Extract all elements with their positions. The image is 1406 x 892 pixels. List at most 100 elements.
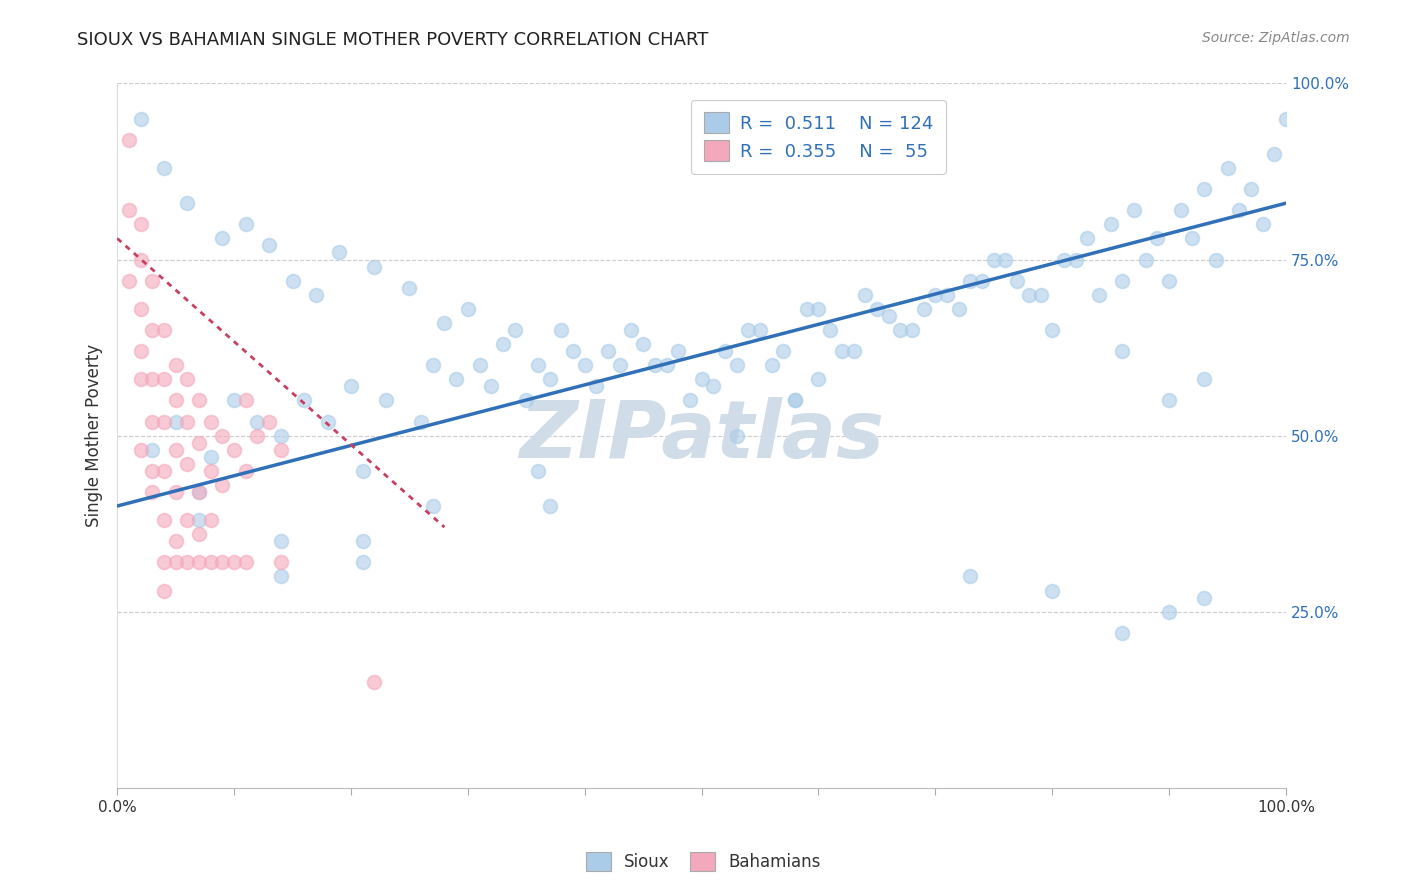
Point [912,301,935,316]
Point [141,372,163,386]
Point [141,415,163,429]
Point [153,513,176,527]
Point [1192,372,1215,386]
Point [1064,252,1087,267]
Point [118,133,141,147]
Point [141,464,163,478]
Point [503,323,526,337]
Point [141,485,163,500]
Point [235,393,257,408]
Point [1275,112,1298,126]
Point [129,344,152,359]
Point [222,555,245,569]
Point [527,464,550,478]
Point [783,393,806,408]
Point [783,393,806,408]
Point [153,464,176,478]
Point [702,379,724,393]
Point [749,323,772,337]
Point [936,287,959,301]
Point [1181,231,1204,245]
Point [281,274,304,288]
Point [679,393,702,408]
Point [666,344,689,359]
Point [409,415,432,429]
Point [129,301,152,316]
Point [129,252,152,267]
Point [176,555,198,569]
Point [292,393,315,408]
Point [211,555,233,569]
Point [807,372,830,386]
Point [970,274,993,288]
Point [375,393,398,408]
Point [1088,287,1111,301]
Point [270,442,292,457]
Point [1263,147,1285,161]
Point [363,260,385,274]
Point [1018,287,1040,301]
Point [235,464,257,478]
Point [188,485,211,500]
Point [444,372,467,386]
Point [352,464,374,478]
Text: ZIPatlas: ZIPatlas [519,397,884,475]
Legend: Sioux, Bahamians: Sioux, Bahamians [578,843,828,880]
Point [165,534,187,549]
Point [468,358,491,372]
Point [842,344,865,359]
Point [270,534,292,549]
Point [983,252,1005,267]
Point [129,112,152,126]
Point [877,309,900,323]
Point [153,161,176,175]
Point [948,301,970,316]
Point [176,196,198,211]
Point [305,287,328,301]
Point [866,301,889,316]
Point [714,344,737,359]
Point [1111,274,1133,288]
Point [1157,605,1180,619]
Point [153,323,176,337]
Point [725,358,748,372]
Point [200,415,222,429]
Point [1135,252,1157,267]
Point [257,415,280,429]
Point [153,583,176,598]
Point [211,231,233,245]
Point [188,393,211,408]
Point [690,372,713,386]
Point [165,415,187,429]
Point [1227,203,1250,218]
Point [550,323,572,337]
Point [176,457,198,471]
Point [188,435,211,450]
Point [270,555,292,569]
Point [1157,274,1180,288]
Point [222,442,245,457]
Point [585,379,607,393]
Point [1205,252,1227,267]
Point [257,238,280,252]
Point [1251,217,1274,231]
Point [270,428,292,442]
Point [141,442,163,457]
Point [235,217,257,231]
Point [644,358,666,372]
Point [165,555,187,569]
Point [609,358,631,372]
Point [1076,231,1098,245]
Point [153,372,176,386]
Point [188,485,211,500]
Point [141,323,163,337]
Point [340,379,363,393]
Point [188,555,211,569]
Point [959,274,981,288]
Point [165,358,187,372]
Point [761,358,783,372]
Point [222,393,245,408]
Point [200,464,222,478]
Point [176,513,198,527]
Point [211,428,233,442]
